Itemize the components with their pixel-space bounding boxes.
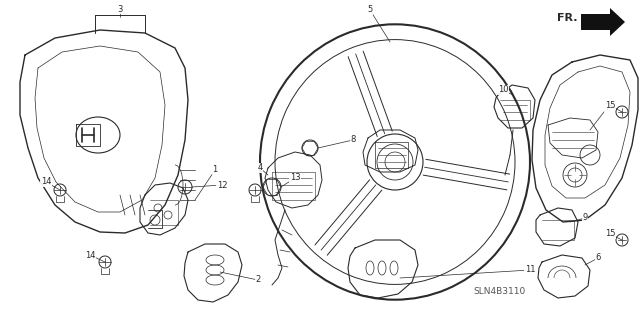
Polygon shape — [581, 8, 625, 36]
Text: SLN4B3110: SLN4B3110 — [474, 287, 526, 296]
Text: 7: 7 — [604, 103, 610, 113]
Text: 10: 10 — [498, 85, 508, 94]
Text: 12: 12 — [217, 181, 227, 189]
Text: 13: 13 — [290, 174, 300, 182]
Text: 15: 15 — [605, 100, 615, 109]
Text: 14: 14 — [41, 177, 51, 187]
Text: 8: 8 — [350, 136, 356, 145]
Text: 9: 9 — [582, 213, 588, 222]
Text: 5: 5 — [367, 5, 372, 14]
Text: 15: 15 — [605, 229, 615, 239]
Text: 14: 14 — [84, 250, 95, 259]
Text: 1: 1 — [212, 166, 218, 174]
Text: 11: 11 — [525, 265, 535, 275]
Text: 6: 6 — [595, 254, 601, 263]
Text: 2: 2 — [255, 276, 260, 285]
Text: 3: 3 — [117, 4, 123, 13]
Text: FR.: FR. — [557, 13, 577, 23]
Text: 4: 4 — [257, 164, 262, 173]
